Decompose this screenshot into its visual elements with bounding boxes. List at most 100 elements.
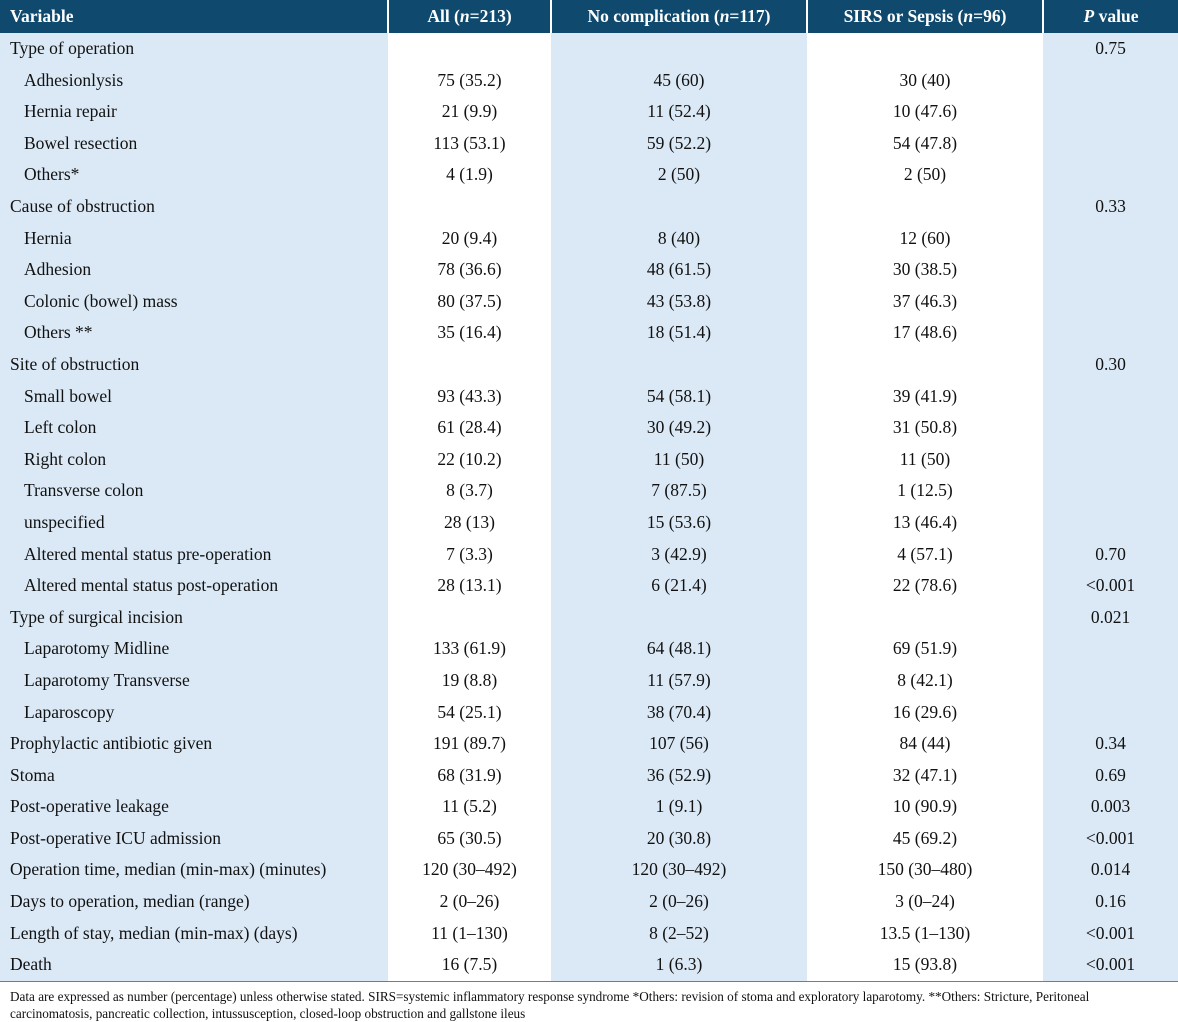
header-p-value-post: value [1094,6,1139,26]
table-row: Site of obstruction 0.30 [0,348,1178,381]
header-variable-pre: Variable [10,6,74,26]
cell-no-complication: 7 (87.5) [551,475,807,507]
row-label: Laparotomy Midline [0,633,388,665]
cell-p-value: <0.001 [1043,822,1178,855]
cell-no-complication: 2 (0–26) [551,886,807,918]
cell-sirs-sepsis: 32 (47.1) [807,759,1043,792]
cell-all [388,601,551,634]
cell-sirs-sepsis: 150 (30–480) [807,854,1043,887]
cell-all: 11 (5.2) [388,791,551,823]
table-row: Adhesionlysis 75 (35.2) 45 (60) 30 (40) [0,64,1178,97]
cell-all: 21 (9.9) [388,96,551,128]
cell-sirs-sepsis: 37 (46.3) [807,285,1043,318]
cell-p-value [1043,664,1178,697]
cell-no-complication: 11 (50) [551,443,807,476]
cell-sirs-sepsis: 4 (57.1) [807,538,1043,571]
cell-sirs-sepsis: 1 (12.5) [807,475,1043,507]
cell-all: 28 (13) [388,506,551,539]
row-label: Cause of obstruction [0,190,388,223]
table-row: Stoma 68 (31.9) 36 (52.9) 32 (47.1) 0.69 [0,759,1178,792]
header-sirs-sepsis-ital: n [963,6,974,26]
cell-all [388,190,551,223]
cell-all: 65 (30.5) [388,822,551,855]
table-row: Right colon 22 (10.2) 11 (50) 11 (50) [0,443,1178,476]
header-p-value-ital: P [1083,6,1095,26]
header-all: All (n=213) [387,0,551,33]
row-label: Operation time, median (min-max) (minute… [0,854,388,887]
cell-p-value: 0.16 [1043,886,1178,918]
cell-sirs-sepsis: 10 (90.9) [807,791,1043,823]
table-row: Cause of obstruction 0.33 [0,190,1178,223]
cell-no-complication: 43 (53.8) [551,285,807,318]
table-row: Type of operation 0.75 [0,33,1178,65]
cell-all: 191 (89.7) [388,728,551,760]
row-label: Length of stay, median (min-max) (days) [0,917,388,950]
cell-sirs-sepsis: 12 (60) [807,222,1043,255]
row-label: Post-operative leakage [0,791,388,823]
cell-p-value [1043,127,1178,160]
cell-no-complication: 107 (56) [551,728,807,760]
cell-sirs-sepsis [807,33,1043,65]
cell-no-complication: 48 (61.5) [551,254,807,286]
row-label: Right colon [0,443,388,476]
table-row: Laparotomy Midline 133 (61.9) 64 (48.1) 69 … [0,633,1178,665]
header-all-pre: All ( [427,6,460,26]
cell-p-value [1043,64,1178,97]
row-label: Site of obstruction [0,348,388,381]
table-row: Post-operative leakage 11 (5.2) 1 (9.1) 10 … [0,791,1178,823]
cell-p-value [1043,412,1178,444]
table-row: Altered mental status pre-operation 7 (3.… [0,538,1178,571]
cell-all: 20 (9.4) [388,222,551,255]
row-label: Adhesion [0,254,388,286]
cell-p-value: 0.003 [1043,791,1178,823]
row-label: Hernia [0,222,388,255]
cell-all: 16 (7.5) [388,949,551,982]
cell-no-complication: 30 (49.2) [551,412,807,444]
cell-no-complication: 1 (9.1) [551,791,807,823]
cell-all: 93 (43.3) [388,380,551,413]
cell-sirs-sepsis [807,348,1043,381]
cell-p-value [1043,317,1178,349]
cell-p-value: 0.70 [1043,538,1178,571]
row-label: Bowel resection [0,127,388,160]
cell-no-complication [551,601,807,634]
cell-no-complication: 20 (30.8) [551,822,807,855]
cell-sirs-sepsis: 54 (47.8) [807,127,1043,160]
header-p-value: P value [1042,0,1178,33]
table-body: Type of operation 0.75 Adhesionlysis 75 (35… [0,33,1178,982]
cell-sirs-sepsis: 15 (93.8) [807,949,1043,982]
cell-sirs-sepsis: 3 (0–24) [807,886,1043,918]
cell-no-complication: 11 (57.9) [551,664,807,697]
row-label: Altered mental status pre-operation [0,538,388,571]
cell-all: 68 (31.9) [388,759,551,792]
cell-no-complication: 54 (58.1) [551,380,807,413]
table-row: Transverse colon 8 (3.7) 7 (87.5) 1 (12.5) [0,475,1178,507]
table-row: Prophylactic antibiotic given 191 (89.7) 1… [0,728,1178,760]
cell-p-value [1043,96,1178,128]
results-table: Variable All (n=213) No complication (n=11… [0,0,1178,982]
cell-p-value: <0.001 [1043,949,1178,982]
cell-no-complication: 6 (21.4) [551,570,807,602]
table-row: Altered mental status post-operation 28 (… [0,570,1178,602]
cell-all: 54 (25.1) [388,696,551,729]
row-label: Left colon [0,412,388,444]
cell-sirs-sepsis [807,190,1043,223]
cell-no-complication: 2 (50) [551,159,807,191]
row-label: Type of surgical incision [0,601,388,634]
table-row: Bowel resection 113 (53.1) 59 (52.2) 54 (47… [0,127,1178,160]
row-label: Laparoscopy [0,696,388,729]
table-row: Colonic (bowel) mass 80 (37.5) 43 (53.8) 37… [0,285,1178,318]
cell-p-value: 0.75 [1043,33,1178,65]
cell-all: 22 (10.2) [388,443,551,476]
cell-sirs-sepsis: 16 (29.6) [807,696,1043,729]
cell-no-complication: 36 (52.9) [551,759,807,792]
cell-all: 8 (3.7) [388,475,551,507]
table-row: Hernia repair 21 (9.9) 11 (52.4) 10 (47.6) [0,96,1178,128]
row-label: Others ** [0,317,388,349]
cell-p-value [1043,285,1178,318]
cell-all: 120 (30–492) [388,854,551,887]
cell-p-value: 0.021 [1043,601,1178,634]
cell-sirs-sepsis: 30 (40) [807,64,1043,97]
cell-all: 80 (37.5) [388,285,551,318]
